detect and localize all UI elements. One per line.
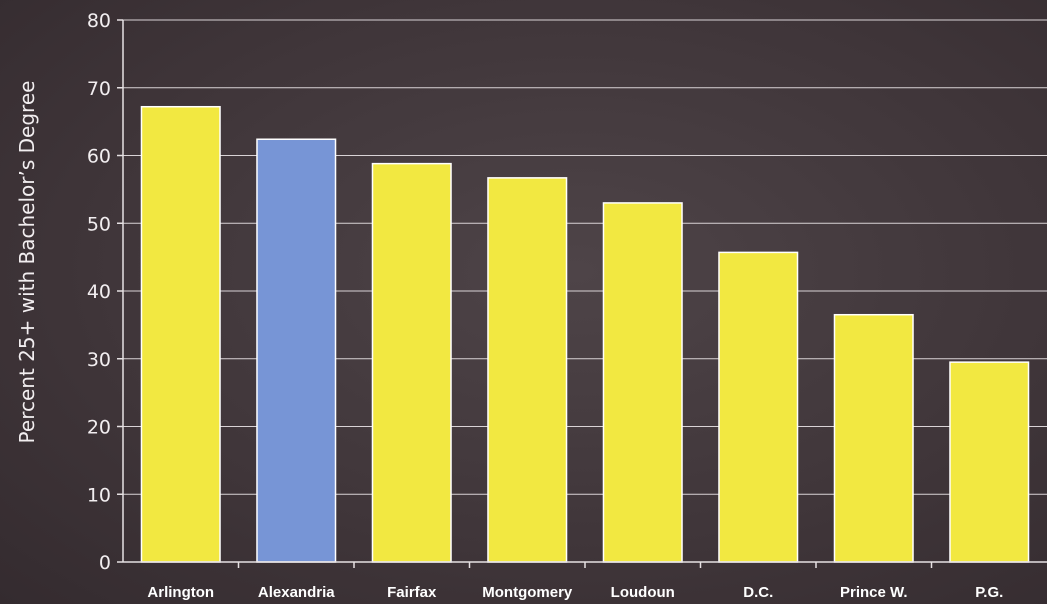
- bars: [140, 105, 1030, 563]
- bar-prince-w: [833, 313, 914, 563]
- y-tick-label: 70: [87, 78, 111, 100]
- y-tick-label: 60: [87, 146, 111, 168]
- bar-p-g: [949, 361, 1030, 563]
- bar-d-c: [718, 251, 799, 563]
- y-tick-label: 0: [99, 552, 111, 574]
- x-tick-label: Alexandria: [258, 584, 335, 601]
- x-tick-label: Montgomery: [482, 584, 573, 601]
- bar-fairfax: [371, 162, 452, 563]
- y-axis-title: Percent 25+ with Bachelor’s Degree: [15, 81, 39, 444]
- bar-loudoun: [602, 202, 683, 563]
- x-tick-label: Loudoun: [611, 584, 675, 601]
- bar-montgomery: [487, 177, 568, 563]
- x-tick-label: P.G.: [975, 584, 1003, 601]
- x-tick-labels: Arlington Alexandria Fairfax Montgomery Loud…: [147, 584, 1003, 601]
- x-tick-label: Arlington: [147, 584, 214, 601]
- y-tick-label: 80: [87, 10, 111, 32]
- y-tick-label: 40: [87, 281, 111, 303]
- bar-alexandria: [256, 138, 337, 563]
- x-tick-label: D.C.: [743, 584, 773, 601]
- y-tick-label: 50: [87, 213, 111, 235]
- axes: [117, 19, 1047, 568]
- y-tick-label: 10: [87, 484, 111, 506]
- x-tick-label: Prince W.: [840, 584, 908, 601]
- y-tick-label: 20: [87, 417, 111, 439]
- y-tick-label: 30: [87, 349, 111, 371]
- bar-arlington: [140, 105, 221, 563]
- x-tick-label: Fairfax: [387, 584, 437, 601]
- y-tick-labels: 0 10 20 30 40 50 60 70 80: [87, 10, 111, 574]
